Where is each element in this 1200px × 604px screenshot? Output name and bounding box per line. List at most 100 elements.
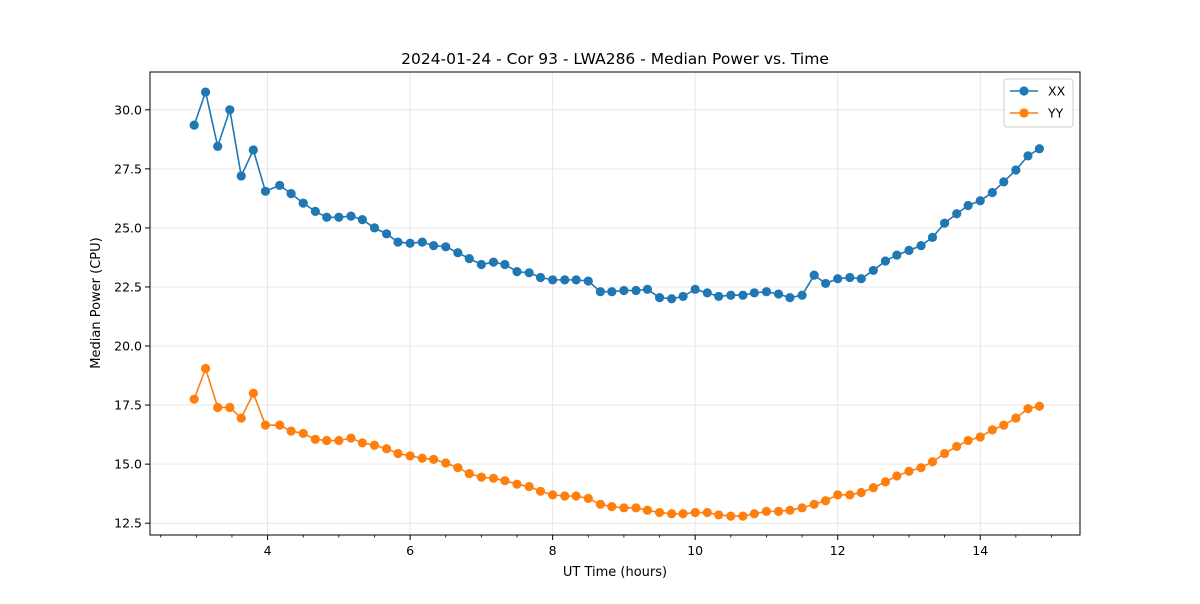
data-point-xx (619, 285, 629, 296)
data-point-xx (200, 87, 211, 97)
data-point-yy (927, 457, 938, 467)
data-point-yy (820, 496, 831, 506)
data-point-xx (726, 290, 736, 300)
data-point-xx (761, 287, 772, 297)
data-point-yy (690, 507, 700, 518)
data-point-yy (405, 451, 415, 461)
data-point-xx (417, 237, 427, 247)
data-point-yy (809, 499, 819, 509)
data-point-xx (963, 200, 973, 211)
data-point-yy (654, 507, 665, 518)
x-tick-label: 4 (264, 543, 272, 558)
data-point-yy (785, 505, 795, 515)
data-point-xx (357, 215, 367, 225)
x-tick-label: 12 (830, 543, 846, 558)
data-point-xx (654, 292, 665, 303)
legend-marker-xx (1019, 86, 1029, 96)
data-point-yy (726, 511, 736, 521)
data-point-xx (631, 285, 641, 296)
data-point-xx (322, 212, 332, 222)
data-point-yy (595, 499, 605, 509)
data-point-yy (952, 441, 962, 452)
data-point-xx (880, 256, 891, 266)
data-point-yy (225, 402, 235, 413)
data-point-yy (761, 506, 772, 516)
data-point-xx (236, 171, 246, 181)
data-point-xx (916, 241, 926, 251)
data-point-yy (464, 468, 474, 479)
data-point-xx (1034, 144, 1044, 154)
data-point-yy (1034, 401, 1044, 411)
data-point-yy (868, 483, 878, 493)
data-point-yy (1023, 404, 1033, 414)
data-point-xx (248, 145, 258, 155)
data-point-yy (441, 458, 451, 468)
data-point-xx (369, 223, 380, 233)
data-point-yy (963, 435, 973, 446)
data-point-yy (749, 509, 759, 519)
data-point-yy (667, 509, 677, 519)
data-point-xx (225, 105, 235, 115)
data-point-yy (213, 402, 223, 413)
grid (150, 72, 1080, 535)
series-line-xx (193, 89, 1040, 300)
data-point-yy (916, 463, 926, 473)
data-point-xx (464, 254, 474, 264)
data-point-yy (797, 503, 807, 513)
data-point-yy (476, 472, 486, 482)
data-point-xx (690, 284, 700, 294)
data-point-yy (939, 448, 950, 459)
legend: XX YY (1003, 78, 1074, 128)
data-point-xx (441, 242, 451, 252)
data-point-xx (738, 290, 748, 300)
data-point-yy (892, 471, 902, 481)
data-point-yy (738, 511, 748, 521)
data-point-yy (631, 503, 641, 513)
data-point-xx (1011, 165, 1021, 175)
legend-marker-yy (1019, 108, 1029, 118)
data-point-xx (833, 274, 843, 284)
data-point-yy (248, 388, 258, 398)
data-point-xx (189, 120, 199, 130)
data-point-yy (524, 481, 534, 492)
data-point-yy (369, 440, 380, 450)
data-point-xx (749, 288, 759, 298)
data-point-xx (310, 206, 320, 216)
data-point-xx (275, 180, 285, 190)
data-point-yy (773, 506, 784, 516)
data-point-xx (595, 287, 605, 297)
data-point-xx (512, 267, 522, 277)
axes: 4 6 8 10 12 14 12.5 15.0 17.5 20.0 22.5 25.0 27.5 30.… (114, 102, 1052, 558)
legend-label-xx: XX (1048, 84, 1066, 99)
data-point-yy (346, 433, 356, 443)
data-point-xx (560, 275, 570, 285)
data-point-xx (429, 241, 439, 251)
y-tick-label: 25.0 (114, 220, 142, 235)
data-point-xx (667, 294, 677, 304)
data-point-yy (714, 510, 724, 520)
data-point-xx (714, 291, 724, 302)
y-tick-label: 17.5 (114, 398, 142, 413)
data-point-yy (571, 491, 581, 501)
data-point-yy (856, 487, 866, 498)
data-point-xx (346, 211, 356, 221)
data-point-xx (952, 209, 962, 219)
data-point-yy (560, 491, 570, 501)
data-point-xx (453, 248, 463, 258)
data-point-xx (583, 276, 593, 286)
data-point-xx (773, 289, 784, 299)
data-point-yy (189, 394, 199, 404)
data-point-yy (642, 505, 653, 515)
series-line-yy (193, 365, 1040, 517)
y-tick-label: 27.5 (114, 161, 142, 176)
data-point-yy (987, 425, 997, 435)
y-tick-label: 20.0 (114, 339, 142, 354)
data-point-xx (797, 290, 807, 300)
data-point-yy (833, 490, 843, 500)
data-point-xx (548, 275, 558, 285)
y-tick-label: 12.5 (114, 516, 142, 531)
data-point-xx (845, 272, 855, 283)
data-point-yy (500, 476, 510, 486)
data-point-yy (619, 503, 629, 513)
